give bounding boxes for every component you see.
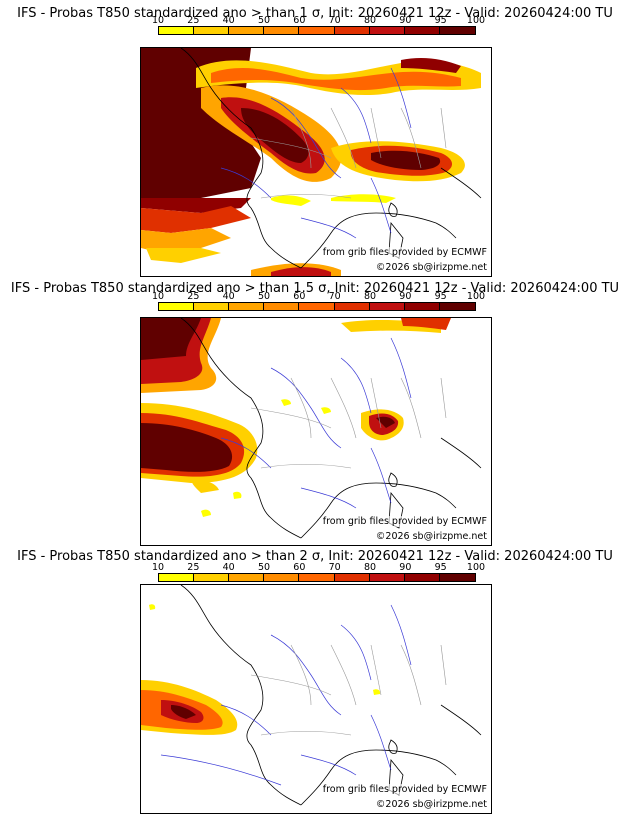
panel-title: IFS - Probas T850 standardized ano > tha…: [17, 6, 613, 21]
colorbar-segment: [334, 27, 370, 34]
coastlines: [180, 48, 482, 269]
colorbar-segment: [369, 303, 405, 310]
colorbar: [158, 302, 476, 311]
colorbar-labels: 10 25 40 50 60 70 80 90 95 100: [152, 562, 485, 573]
map-drawing: [141, 318, 482, 539]
colorbar-tick-label: 60: [293, 291, 306, 302]
colorbar-tick-label: 25: [187, 562, 200, 573]
colorbar-segment: [299, 27, 335, 34]
copyright-credit: ©2026 sb@irizpme.net: [375, 799, 487, 810]
panel-title: IFS - Probas T850 standardized ano > tha…: [10, 281, 620, 296]
colorbar-tick-label: 90: [399, 562, 412, 573]
colorbar-tick-label: 100: [466, 15, 486, 26]
colorbar-tick-label: 80: [363, 562, 377, 573]
colorbar-segment: [194, 574, 230, 581]
colorbar-segment: [439, 27, 475, 34]
colorbar-tick-label: 10: [151, 291, 165, 302]
borders: [250, 644, 447, 736]
colorbar-segment: [159, 27, 195, 34]
probability-field: [141, 318, 451, 517]
colorbar-segment: [159, 574, 195, 581]
colorbar-labels: 10 25 40 50 60 70 80 90 95 100: [152, 291, 485, 302]
map-drawing: [141, 585, 482, 806]
probability-field: [141, 48, 481, 276]
colorbar-tick-label: 100: [466, 291, 486, 302]
panel-title: IFS - Probas T850 standardized ano > tha…: [17, 549, 613, 564]
panel-2-sigma: IFS - Probas T850 standardized ano > tha…: [0, 549, 630, 828]
colorbar-segment: [404, 574, 440, 581]
colorbar-tick-label: 60: [293, 562, 306, 573]
colorbar-tick-label: 60: [293, 15, 306, 26]
colorbar-segment: [229, 303, 265, 310]
source-credit: from grib files provided by ECMWF: [322, 784, 487, 795]
colorbar-tick-label: 10: [151, 15, 165, 26]
colorbar-segment: [334, 303, 370, 310]
borders: [250, 107, 447, 199]
colorbar-segment: [264, 574, 300, 581]
colorbar-labels: 10 25 40 50 60 70 80 90 95 100: [152, 15, 485, 26]
colorbar-tick-label: 95: [434, 291, 447, 302]
colorbar-segment: [194, 27, 230, 34]
colorbar-segment: [334, 574, 370, 581]
rivers: [220, 337, 412, 509]
colorbar-segment: [369, 27, 405, 34]
colorbar-tick-label: 40: [222, 291, 235, 302]
colorbar-segment: [404, 303, 440, 310]
probability-map: from grib files provided by ECMWF ©2026 …: [140, 47, 492, 277]
colorbar-segment: [439, 303, 475, 310]
colorbar-tick-label: 95: [434, 15, 447, 26]
colorbar: [158, 573, 476, 582]
colorbar-segment: [229, 27, 265, 34]
colorbar-segment: [439, 574, 475, 581]
colorbar-tick-label: 90: [399, 15, 412, 26]
rivers: [220, 67, 412, 239]
probability-map: from grib files provided by ECMWF ©2026 …: [140, 317, 492, 546]
colorbar-tick-label: 70: [328, 562, 341, 573]
colorbar-segment: [229, 574, 265, 581]
colorbar-tick-label: 90: [399, 291, 412, 302]
colorbar-tick-label: 80: [363, 291, 377, 302]
map-drawing: [141, 48, 482, 276]
colorbar-segment: [369, 574, 405, 581]
colorbar-tick-label: 50: [257, 291, 271, 302]
coastlines: [180, 585, 482, 806]
panel-1-sigma: IFS - Probas T850 standardized ano > tha…: [0, 0, 630, 277]
source-credit: from grib files provided by ECMWF: [322, 247, 487, 258]
colorbar: [158, 26, 476, 35]
rivers: [160, 604, 412, 786]
colorbar-tick-label: 95: [434, 562, 447, 573]
colorbar-tick-label: 25: [187, 291, 200, 302]
probability-map: from grib files provided by ECMWF ©2026 …: [140, 584, 492, 814]
colorbar-segment: [299, 303, 335, 310]
colorbar-tick-label: 70: [328, 291, 341, 302]
colorbar-tick-label: 50: [257, 15, 271, 26]
colorbar-segment: [404, 27, 440, 34]
colorbar-tick-label: 50: [257, 562, 271, 573]
colorbar-tick-label: 40: [222, 562, 235, 573]
colorbar-tick-label: 80: [363, 15, 377, 26]
colorbar-tick-label: 100: [466, 562, 486, 573]
colorbar-segment: [264, 303, 300, 310]
panel-1-5-sigma: IFS - Probas T850 standardized ano > tha…: [0, 276, 630, 552]
source-credit: from grib files provided by ECMWF: [322, 516, 487, 527]
colorbar-segment: [159, 303, 195, 310]
probability-field: [141, 604, 381, 735]
coastlines: [180, 318, 482, 539]
colorbar-tick-label: 10: [151, 562, 165, 573]
colorbar-segment: [299, 574, 335, 581]
borders: [250, 377, 447, 469]
colorbar-segment: [194, 303, 230, 310]
colorbar-tick-label: 25: [187, 15, 200, 26]
colorbar-tick-label: 70: [328, 15, 341, 26]
colorbar-tick-label: 40: [222, 15, 235, 26]
copyright-credit: ©2026 sb@irizpme.net: [375, 262, 487, 273]
colorbar-segment: [264, 27, 300, 34]
copyright-credit: ©2026 sb@irizpme.net: [375, 531, 487, 542]
